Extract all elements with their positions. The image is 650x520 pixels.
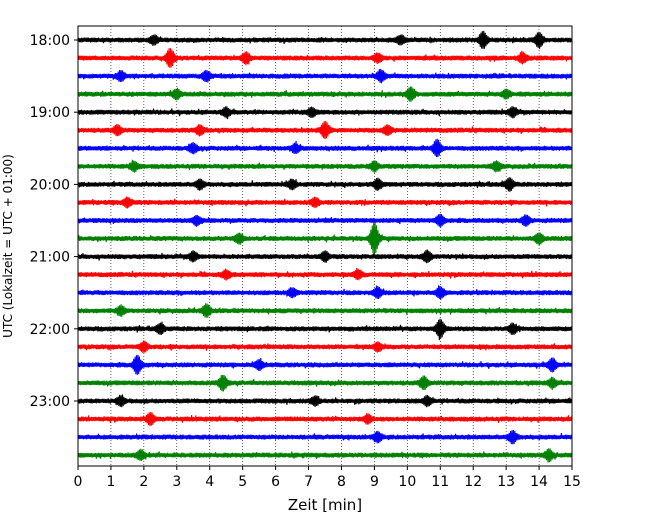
trace-2315 <box>77 411 573 427</box>
plot-area <box>78 26 572 466</box>
trace-1900 <box>77 106 573 120</box>
trace-1815 <box>77 48 573 68</box>
trace-1945 <box>77 159 573 173</box>
y-tick-label: 23:00 <box>30 394 70 410</box>
trace-2045 <box>77 222 573 256</box>
trace-2030 <box>77 213 573 228</box>
x-axis: 0 1 2 3 4 5 6 7 8 9 10 11 12 13 14 15 <box>74 466 581 490</box>
trace-2115 <box>77 267 573 281</box>
trace-2230 <box>77 354 573 375</box>
trace-1800 <box>77 30 573 49</box>
trace-2200 <box>77 318 573 341</box>
y-tick-label: 21:00 <box>30 250 70 266</box>
x-tick-label: 15 <box>563 474 581 490</box>
trace-1830 <box>77 68 573 84</box>
x-tick-label: 11 <box>431 474 449 490</box>
x-tick-label: 9 <box>370 474 379 490</box>
x-tick-label: 3 <box>172 474 181 490</box>
trace-1915 <box>77 120 573 140</box>
trace-1930 <box>77 138 573 158</box>
x-tick-label: 6 <box>271 474 280 490</box>
y-tick-label: 19:00 <box>30 105 70 121</box>
trace-2345 <box>77 448 573 463</box>
y-tick-label: 18:00 <box>30 33 70 49</box>
x-axis-label: Zeit [min] <box>288 496 362 514</box>
trace-1845 <box>77 86 573 102</box>
x-tick-label: 7 <box>304 474 313 490</box>
grid-lines <box>110 26 540 466</box>
trace-2145 <box>77 303 573 318</box>
trace-2000 <box>77 177 573 192</box>
trace-2100 <box>77 249 573 264</box>
trace-2300 <box>77 394 573 408</box>
trace-2015 <box>77 196 573 209</box>
x-tick-label: 0 <box>74 474 83 490</box>
x-tick-label: 8 <box>337 474 346 490</box>
trace-2130 <box>77 285 573 300</box>
x-tick-label: 4 <box>205 474 214 490</box>
y-tick-label: 22:00 <box>30 322 70 338</box>
x-tick-label: 12 <box>464 474 482 490</box>
x-tick-label: 14 <box>530 474 548 490</box>
plot-frame <box>77 25 573 467</box>
trace-2245 <box>77 374 573 392</box>
x-tick-label: 10 <box>398 474 416 490</box>
x-tick-label: 2 <box>139 474 148 490</box>
y-axis-label: UTC (Lokalzeit = UTC + 01:00) <box>1 154 15 338</box>
x-tick-label: 5 <box>238 474 247 490</box>
trace-2330 <box>77 430 573 445</box>
y-axis: 18:00 19:00 20:00 21:00 22:00 23:00 <box>30 33 78 410</box>
trace-2215 <box>77 340 573 354</box>
x-tick-label: 1 <box>106 474 115 490</box>
y-tick-label: 20:00 <box>30 177 70 193</box>
traces <box>77 30 573 463</box>
x-tick-label: 13 <box>497 474 515 490</box>
